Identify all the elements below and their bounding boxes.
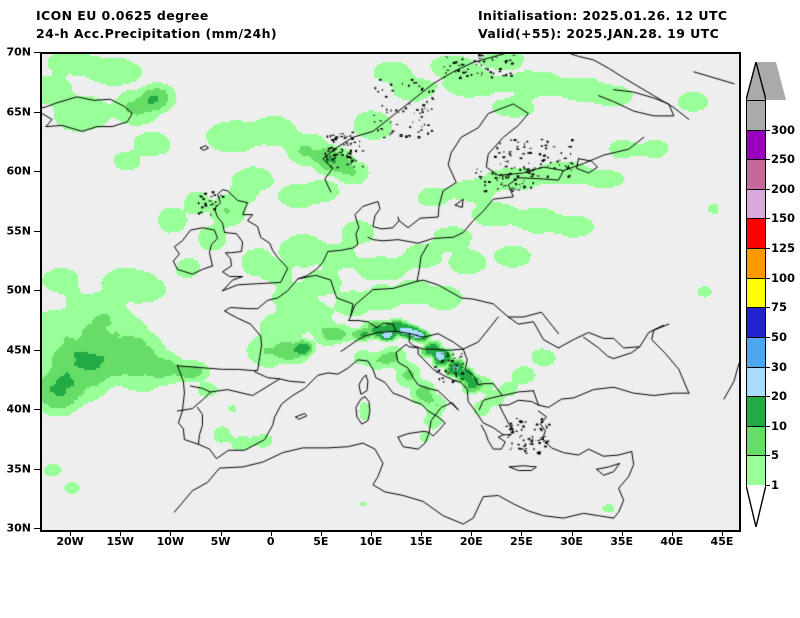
colorbar-under-cap-outline xyxy=(746,485,766,528)
precipitation-colorbar: 300 250 200 150 125 100 75 50 30 20 10 5 1 xyxy=(746,60,800,530)
longitude-tick-label: 45E xyxy=(710,535,734,548)
latitude-tick-label: 60N xyxy=(6,164,31,178)
colorbar-band xyxy=(746,396,766,426)
longitude-tick-label: 0 xyxy=(266,535,275,548)
latitude-tick-label: 65N xyxy=(6,105,31,118)
colorbar-tick-label: 200 xyxy=(771,181,796,196)
colorbar-tickmark xyxy=(766,307,770,309)
latitude-tick-label: 55N xyxy=(6,224,31,237)
latitude-tick xyxy=(34,349,40,351)
longitude-tick xyxy=(421,530,423,536)
colorbar-tickmark xyxy=(766,129,770,131)
colorbar-tickmark xyxy=(766,396,770,398)
colorbar-tickmark xyxy=(766,277,770,279)
latitude-tick-label: 40N xyxy=(6,402,31,416)
colorbar-tickmark xyxy=(766,159,770,161)
longitude-tick xyxy=(70,530,72,536)
colorbar-tick-label: 10 xyxy=(771,418,788,433)
colorbar-tick-label: 20 xyxy=(771,389,788,404)
colorbar-tick-label: 100 xyxy=(771,270,796,285)
latitude-tick-label: 50N xyxy=(6,283,31,297)
longitude-tick-label: 15E xyxy=(409,535,433,548)
longitude-tick xyxy=(671,530,673,536)
longitude-tick-label: 40E xyxy=(660,535,684,548)
valid-time-label: Valid(+55): 2025.JAN.28. 19 UTC xyxy=(478,26,720,41)
colorbar-tick-label: 30 xyxy=(771,359,788,374)
longitude-tick-label: 5W xyxy=(210,535,231,548)
model-name-label: ICON EU 0.0625 degree xyxy=(36,8,209,23)
longitude-tick-label: 10E xyxy=(359,535,383,548)
latitude-tick xyxy=(34,290,40,291)
colorbar-under-range-cap xyxy=(746,485,786,527)
colorbar-band xyxy=(746,366,766,397)
colorbar-band xyxy=(746,159,766,189)
latitude-tick-label: 35N xyxy=(6,462,31,475)
colorbar-band xyxy=(746,336,766,367)
colorbar-tickmark xyxy=(766,455,770,457)
longitude-tick-label: 10W xyxy=(156,535,185,548)
colorbar-tick-label: 250 xyxy=(771,152,796,167)
colorbar-band xyxy=(746,277,766,308)
colorbar-tick-label: 125 xyxy=(771,241,796,256)
longitude-tick-label: 15W xyxy=(106,535,134,548)
colorbar-tickmark xyxy=(766,425,770,427)
colorbar-tickmark xyxy=(766,188,770,190)
colorbar-band xyxy=(746,248,766,278)
longitude-tick-label: 30E xyxy=(560,535,583,548)
initialisation-label: Initialisation: 2025.01.26. 12 UTC xyxy=(478,8,728,23)
latitude-tick xyxy=(34,528,40,529)
colorbar-band xyxy=(746,307,766,337)
colorbar-tickmark xyxy=(766,336,770,338)
colorbar-band xyxy=(746,129,766,160)
latitude-tick xyxy=(34,111,40,113)
colorbar-tickmark xyxy=(766,366,770,368)
colorbar-band xyxy=(746,188,766,219)
longitude-tick xyxy=(521,530,523,536)
colorbar-tickmark xyxy=(766,248,770,250)
latitude-tick xyxy=(34,468,40,470)
longitude-tick xyxy=(571,530,573,536)
map-frame xyxy=(40,52,741,532)
precipitation-map-canvas xyxy=(42,54,739,530)
longitude-tick xyxy=(621,530,623,536)
colorbar-tick-label: 75 xyxy=(771,300,788,315)
longitude-tick xyxy=(170,530,172,536)
colorbar-tick-label: 50 xyxy=(771,329,788,344)
latitude-tick-label: 45N xyxy=(6,343,31,356)
latitude-tick xyxy=(34,409,40,410)
longitude-tick-label: 5E xyxy=(313,535,329,548)
longitude-tick-label: 25E xyxy=(509,535,533,548)
colorbar-over-cap-outline xyxy=(746,62,766,101)
latitude-tick xyxy=(34,230,40,232)
longitude-tick-label: 20W xyxy=(56,535,84,548)
longitude-tick xyxy=(721,530,723,536)
longitude-tick-label: 20E xyxy=(459,535,483,548)
longitude-tick xyxy=(320,530,322,536)
longitude-tick xyxy=(220,530,222,536)
colorbar-band xyxy=(746,455,766,485)
colorbar-tickmark xyxy=(766,485,770,486)
longitude-tick xyxy=(120,530,122,536)
longitude-tick-label: 35E xyxy=(610,535,634,548)
colorbar-over-range-cap xyxy=(746,62,786,100)
colorbar-tickmark xyxy=(766,218,770,220)
latitude-tick xyxy=(34,171,40,172)
latitude-tick-label: 30N xyxy=(6,521,31,535)
colorbar-tick-label: 5 xyxy=(771,448,780,463)
colorbar-tick-label: 300 xyxy=(771,122,796,137)
latitude-tick xyxy=(34,52,40,53)
longitude-tick xyxy=(270,530,272,536)
longitude-tick xyxy=(370,530,372,536)
colorbar-tick-label: 1 xyxy=(771,478,780,492)
colorbar-band xyxy=(746,425,766,456)
field-name-label: 24-h Acc.Precipitation (mm/24h) xyxy=(36,26,278,41)
latitude-tick-label: 70N xyxy=(6,45,31,59)
colorbar-band xyxy=(746,100,766,130)
longitude-tick xyxy=(471,530,473,536)
colorbar-tick-label: 150 xyxy=(771,211,796,226)
colorbar-band xyxy=(746,218,766,249)
